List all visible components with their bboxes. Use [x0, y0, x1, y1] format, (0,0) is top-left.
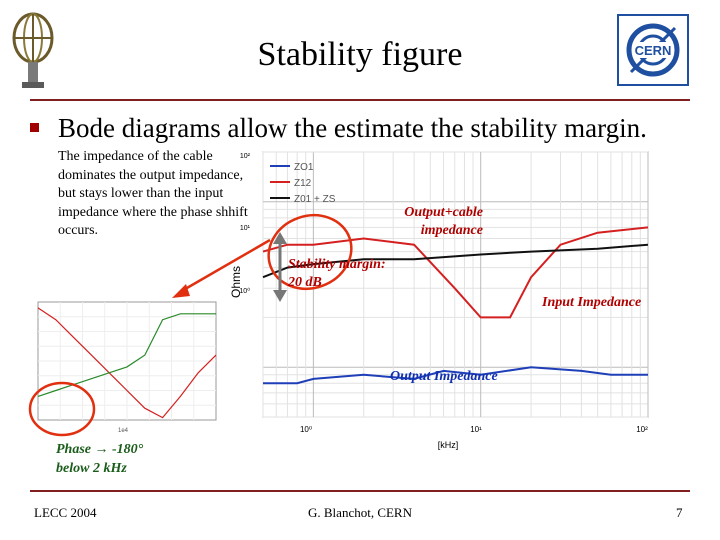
- annotation-stability-margin: Stability margin: 20 dB: [288, 257, 386, 290]
- slide-title: Stability figure: [257, 36, 463, 73]
- x-tick-label: 10²: [636, 425, 648, 434]
- plot-legend: ZO1 Z12 Z01 + ZS: [270, 162, 336, 205]
- x-tick-label: 10⁰: [300, 425, 312, 434]
- y-tick-label: 10²: [240, 153, 251, 160]
- x-tick-label: 10¹: [470, 425, 482, 434]
- phase-plot-thumbnail: 1e4: [37, 301, 217, 434]
- y-tick-label: 10⁰: [239, 287, 250, 295]
- thumbnail-grid: [38, 302, 216, 420]
- page-number: 7: [676, 505, 683, 520]
- bullet-square-icon: [30, 123, 39, 132]
- annotation-phase: Phase → -180° below 2 kHz: [56, 442, 144, 476]
- legend-entry: ZO1: [294, 162, 314, 173]
- y-tick-label: 10¹: [240, 225, 251, 232]
- thumbnail-x-tick-label: 1e4: [118, 428, 129, 434]
- cern-logo: CERN: [617, 14, 689, 86]
- description-text: The impedance of the cable dominates the…: [58, 149, 248, 238]
- thumbnail-series-line-1: [37, 307, 217, 419]
- series-line-1: [263, 366, 648, 385]
- callout-arrowhead: [172, 284, 190, 298]
- annotation-input-impedance: Input Impedance: [542, 295, 642, 310]
- legend-entry: Z01 + ZS: [294, 194, 336, 205]
- x-axis-label: [kHz]: [438, 440, 459, 450]
- bode-impedance-plot: Ohms 10² 10¹ 10⁰ 10⁰ 10¹ 10² [kHz] ZO1 Z…: [229, 151, 649, 450]
- annotation-output-cable: Output+cable impedance: [404, 205, 483, 238]
- experiment-logo: [12, 12, 54, 88]
- legend-entry: Z12: [294, 178, 312, 189]
- bullet-text: Bode diagrams allow the estimate the sta…: [58, 113, 647, 143]
- title-divider: [30, 99, 690, 101]
- annotation-output-impedance: Output Impedance: [390, 369, 498, 384]
- footer-author: G. Blanchot, CERN: [308, 505, 412, 520]
- footer-divider: [30, 490, 690, 492]
- footer-conference: LECC 2004: [34, 505, 97, 520]
- svg-text:CERN: CERN: [635, 43, 672, 58]
